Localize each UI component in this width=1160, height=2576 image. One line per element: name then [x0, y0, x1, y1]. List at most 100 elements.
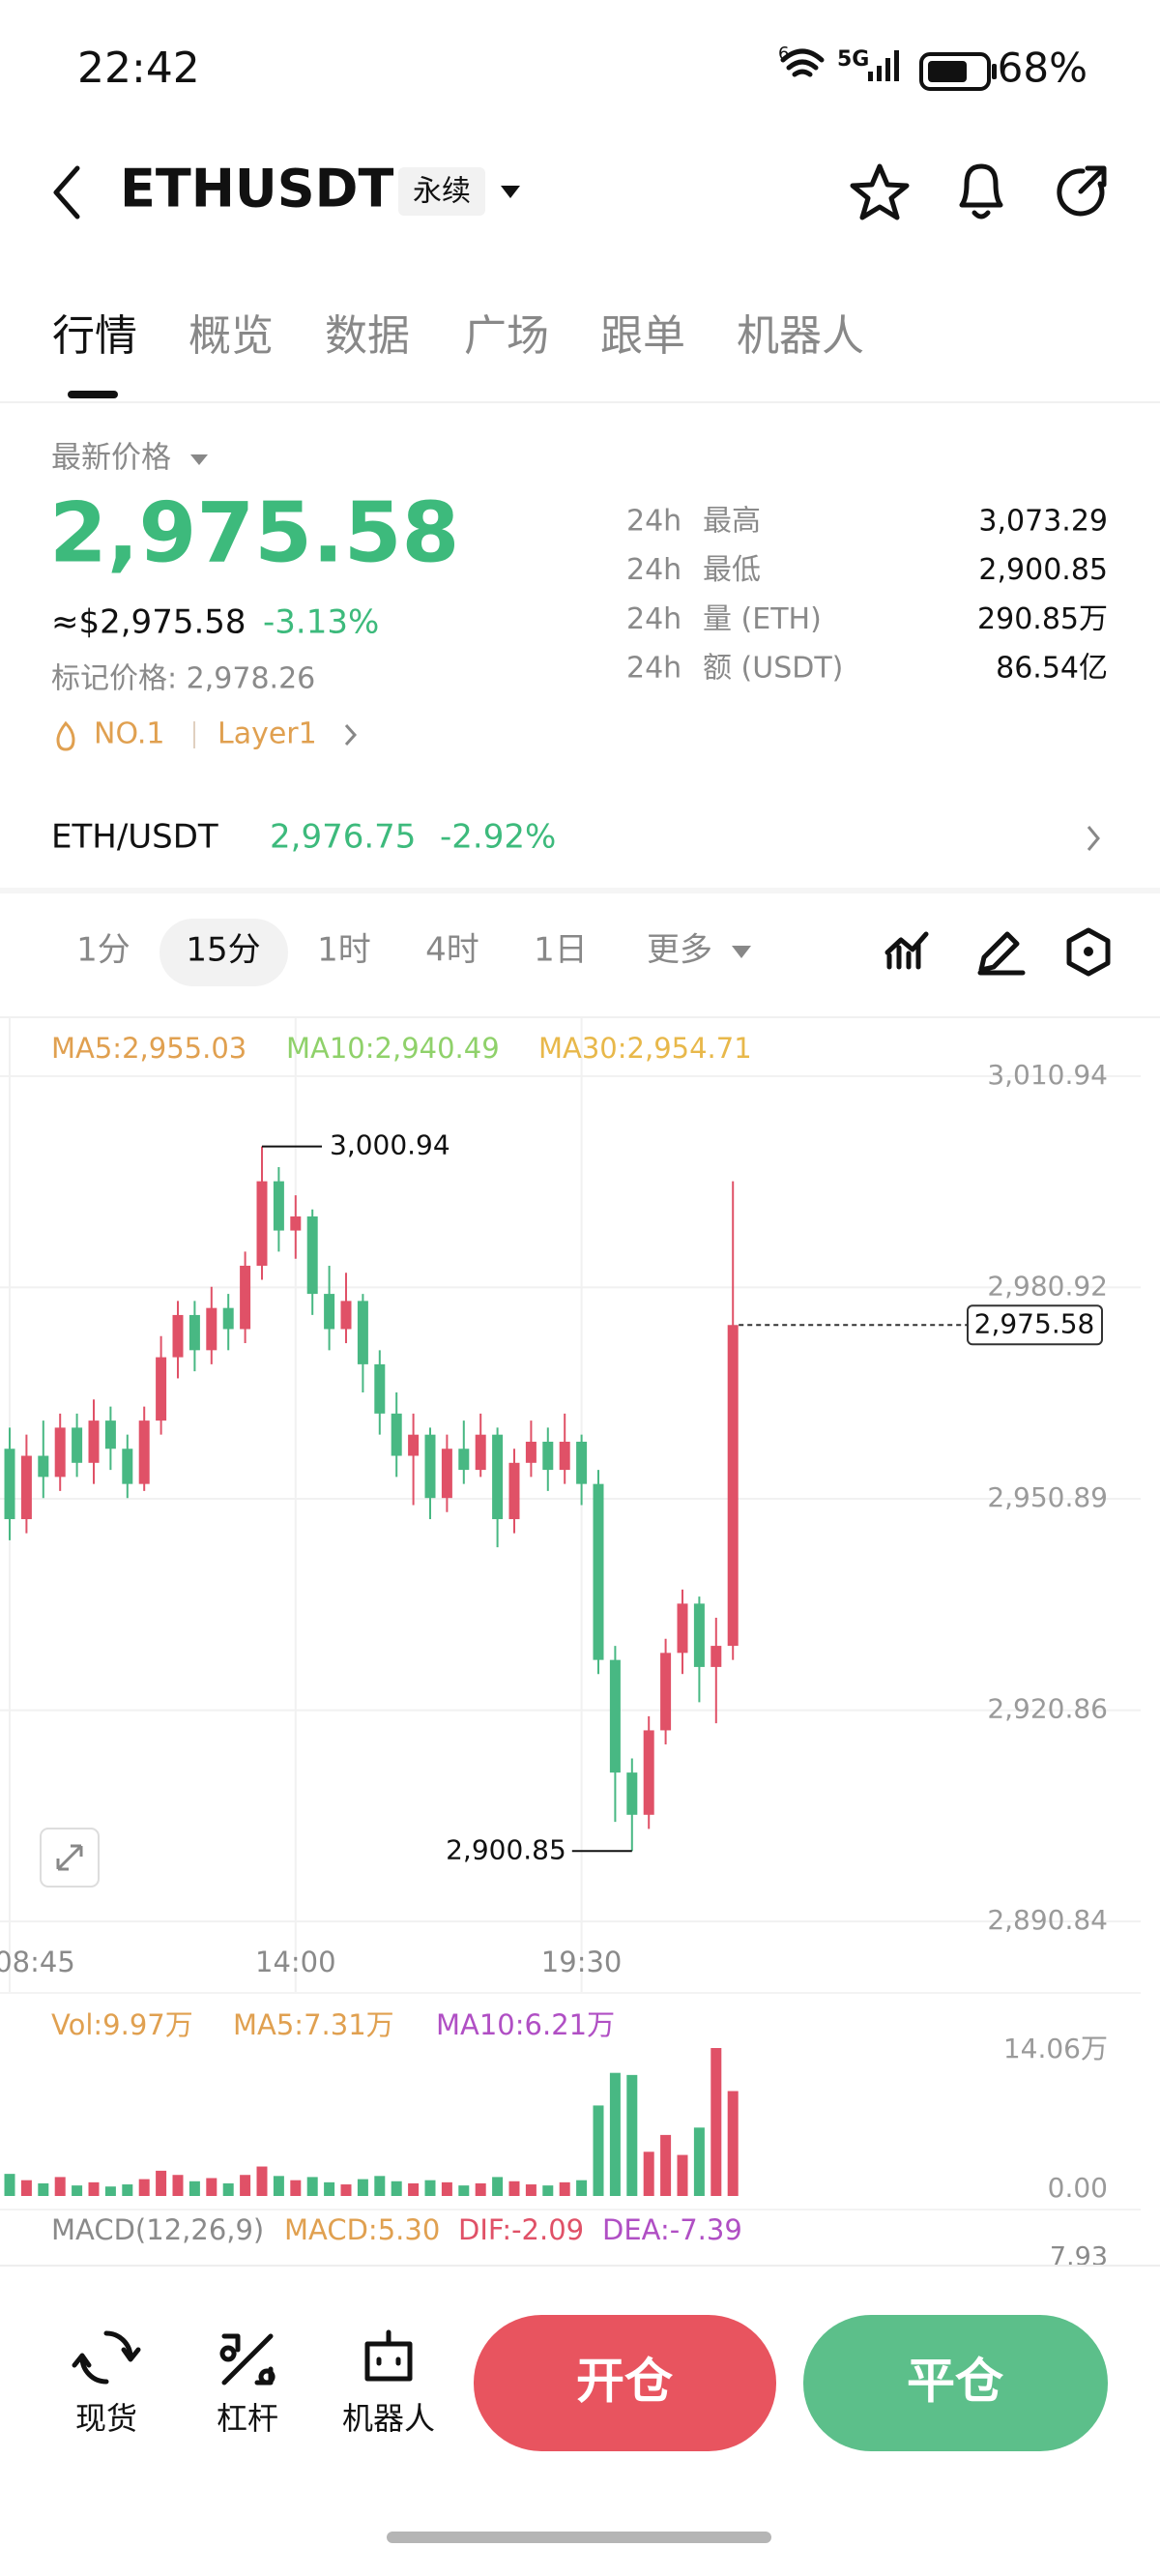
price-change: -3.13% — [263, 603, 379, 642]
vol-tick-label: 0.00 — [1048, 2172, 1108, 2204]
draw-button[interactable] — [977, 931, 1026, 976]
candle-body — [104, 1420, 116, 1449]
tab[interactable]: 广场 — [464, 311, 549, 361]
interval[interactable]: 15分 — [186, 931, 260, 970]
candle-body — [324, 1294, 335, 1330]
candle-body — [256, 1181, 268, 1266]
candle-body — [4, 1449, 15, 1520]
margin-icon[interactable] — [219, 2333, 276, 2386]
volume-bar — [677, 2154, 688, 2196]
battery-icon — [919, 52, 997, 91]
volume-bar — [643, 2152, 654, 2196]
indicator-button[interactable] — [884, 931, 929, 970]
spot-icon[interactable] — [72, 2330, 141, 2385]
volume-bar — [475, 2182, 486, 2196]
candle-body — [374, 1363, 386, 1414]
usd-price: ≈$2,975.58 — [51, 603, 246, 642]
candle-body — [441, 1449, 452, 1499]
dea-value: DEA:-7.39 — [602, 2213, 742, 2246]
tab[interactable]: 行情 — [52, 311, 137, 361]
volume-bar — [693, 2127, 705, 2196]
volume-bar — [727, 2091, 739, 2196]
candle-body — [222, 1307, 234, 1330]
candle-body — [693, 1603, 705, 1667]
volume-bar — [273, 2176, 284, 2196]
spot-chevron[interactable] — [1087, 826, 1100, 851]
nav-bot[interactable]: 机器人 — [342, 2400, 435, 2437]
volume-bar — [306, 2177, 318, 2196]
price-dropdown[interactable] — [190, 454, 208, 465]
candle-body — [660, 1653, 672, 1731]
tab[interactable]: 跟单 — [600, 311, 685, 361]
stat-value: 2,900.85 — [978, 553, 1108, 587]
volume-bar — [340, 2184, 352, 2196]
stat-period: 24h — [626, 602, 682, 636]
ma30-label: MA30:2,954.71 — [538, 1032, 752, 1065]
vol-label: Vol:9.97万 — [51, 2008, 193, 2041]
spot-pair[interactable]: ETH/USDT — [51, 818, 218, 857]
close-button-label[interactable]: 平仓 — [907, 2354, 1004, 2410]
last-price-label: 2,975.58 — [974, 1307, 1095, 1339]
interval[interactable]: 1时 — [317, 931, 371, 970]
y-tick-label: 3,010.94 — [987, 1059, 1108, 1091]
symbol-dropdown[interactable] — [501, 186, 520, 198]
open-button-label[interactable]: 开仓 — [576, 2354, 674, 2410]
volume-bar — [206, 2178, 218, 2196]
candle-body — [172, 1314, 184, 1358]
candle-body — [508, 1462, 520, 1520]
candle-body — [72, 1427, 83, 1463]
volume-bar — [492, 2177, 504, 2196]
nav-spot[interactable]: 现货 — [75, 2400, 137, 2437]
tag-chevron — [344, 723, 358, 746]
interval[interactable]: 4时 — [425, 931, 479, 970]
interval[interactable]: 更多 — [647, 931, 712, 970]
open-button[interactable] — [474, 2315, 776, 2451]
volume-bar — [424, 2180, 436, 2196]
tab[interactable]: 机器人 — [737, 311, 864, 361]
macd-value: MACD:5.30 — [284, 2213, 440, 2246]
volume-bar — [609, 2072, 621, 2196]
candle-body — [38, 1455, 49, 1478]
volume-bar — [559, 2181, 570, 2196]
volume-bar — [172, 2175, 184, 2196]
expand-button[interactable] — [40, 1828, 100, 1888]
rank-tag[interactable]: NO.1 — [94, 717, 164, 751]
more-dropdown[interactable] — [732, 946, 751, 958]
alert-button[interactable] — [959, 163, 1003, 220]
share-button[interactable] — [1057, 165, 1107, 217]
back-button[interactable] — [53, 165, 80, 220]
candle-body — [559, 1441, 570, 1471]
candle-body — [306, 1216, 318, 1295]
volume-bar — [138, 2179, 150, 2196]
price-label: 最新价格 — [51, 441, 171, 476]
candle-body — [424, 1434, 436, 1499]
candle-body — [710, 1646, 722, 1667]
last-price: 2,975.58 — [49, 484, 459, 581]
volume-bar — [324, 2181, 335, 2196]
volume-bar — [626, 2074, 638, 2196]
bot-icon[interactable] — [364, 2329, 413, 2382]
interval[interactable]: 1日 — [534, 931, 588, 970]
sector-tag[interactable]: Layer1 — [218, 717, 317, 751]
candle-body — [54, 1427, 66, 1478]
candle-body — [609, 1659, 621, 1773]
volume-bar — [391, 2181, 402, 2196]
nav-margin[interactable]: 杠杆 — [217, 2400, 278, 2437]
tab[interactable]: 数据 — [325, 311, 410, 361]
vol-tick-label: 14.06万 — [1003, 2033, 1108, 2064]
interval[interactable]: 1分 — [76, 931, 130, 970]
tab[interactable]: 概览 — [188, 311, 274, 361]
close-button[interactable] — [803, 2315, 1108, 2451]
volume-bar — [4, 2174, 15, 2196]
stat-label: 最高 — [703, 505, 761, 539]
hot-icon — [56, 720, 75, 751]
stat-label: 额 (USDT) — [703, 652, 843, 686]
tag-separator — [193, 721, 195, 748]
settings-button[interactable] — [1066, 927, 1111, 977]
stat-value: 290.85万 — [977, 602, 1108, 636]
divider — [0, 1016, 1160, 1018]
favorite-button[interactable] — [850, 163, 910, 220]
spot-price: 2,976.75 — [270, 818, 416, 857]
volume-bar — [104, 2186, 116, 2196]
x-tick-label: 19:30 — [541, 1946, 623, 1978]
